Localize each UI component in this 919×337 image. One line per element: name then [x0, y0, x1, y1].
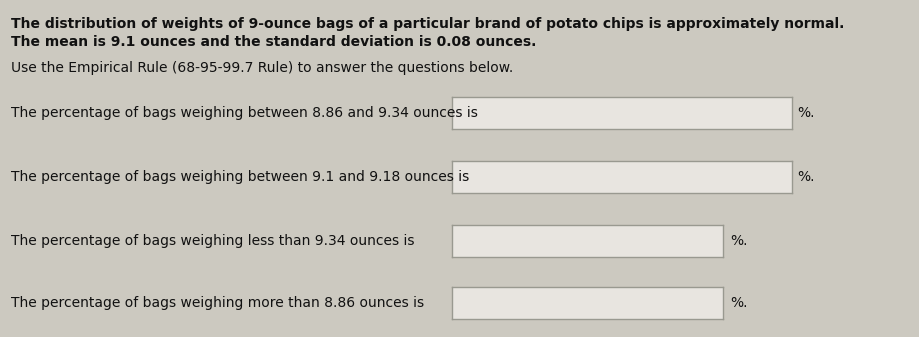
Text: The percentage of bags weighing less than 9.34 ounces is: The percentage of bags weighing less tha…	[11, 234, 414, 248]
Text: %.: %.	[798, 170, 815, 184]
Text: %.: %.	[731, 296, 748, 310]
Text: %.: %.	[798, 106, 815, 120]
Text: The percentage of bags weighing more than 8.86 ounces is: The percentage of bags weighing more tha…	[11, 296, 425, 310]
Text: The percentage of bags weighing between 9.1 and 9.18 ounces is: The percentage of bags weighing between …	[11, 170, 470, 184]
Text: Use the Empirical Rule (68-95-99.7 Rule) to answer the questions below.: Use the Empirical Rule (68-95-99.7 Rule)…	[11, 61, 514, 75]
Text: The distribution of weights of 9-ounce bags of a particular brand of potato chip: The distribution of weights of 9-ounce b…	[11, 17, 845, 49]
Text: %.: %.	[731, 234, 748, 248]
Text: The percentage of bags weighing between 8.86 and 9.34 ounces is: The percentage of bags weighing between …	[11, 106, 478, 120]
